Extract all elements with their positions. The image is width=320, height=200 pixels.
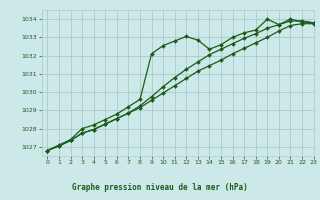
Text: Graphe pression niveau de la mer (hPa): Graphe pression niveau de la mer (hPa) (72, 183, 248, 192)
